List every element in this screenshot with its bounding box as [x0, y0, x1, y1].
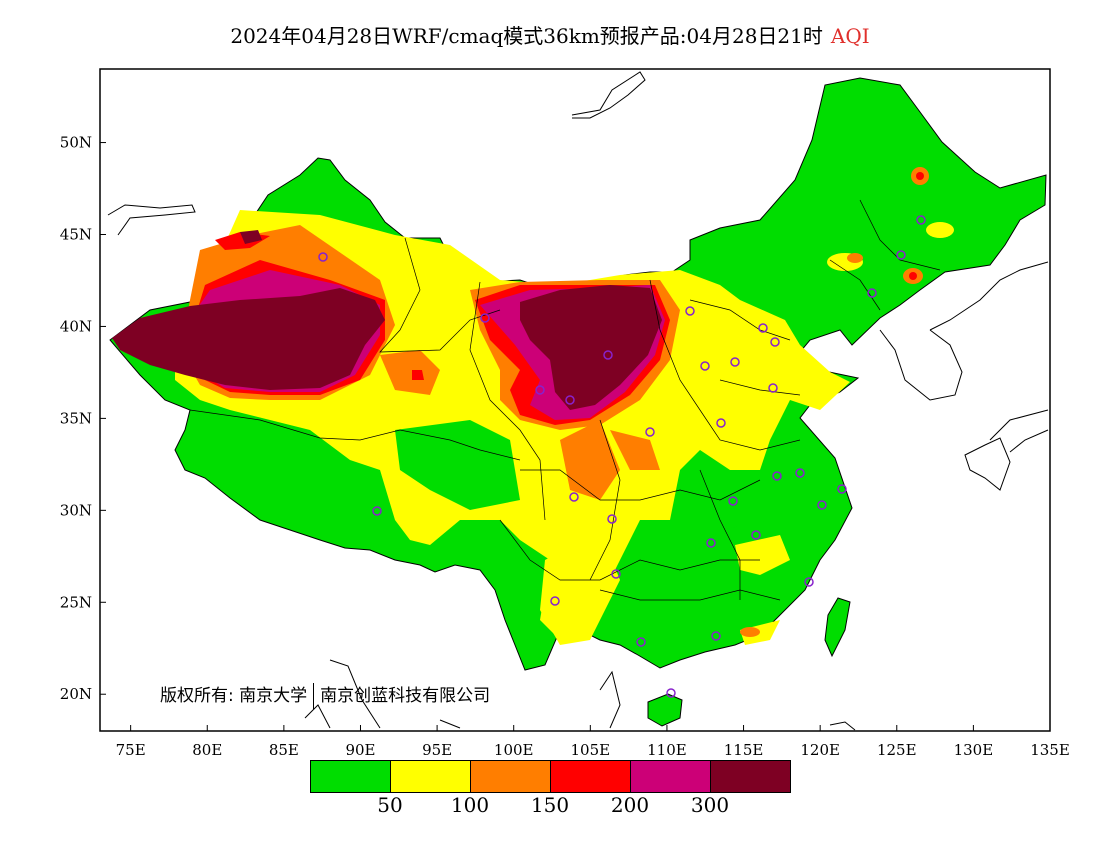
x-tick-label: 95E	[422, 741, 452, 759]
taiwan-island	[824, 597, 851, 658]
y-tick-label: 45N	[60, 226, 92, 244]
copyright-separator	[313, 683, 315, 709]
ne-hotspots	[740, 167, 954, 637]
station-marker	[837, 484, 847, 494]
y-tick-label: 50N	[60, 134, 92, 152]
x-tick-label: 125E	[877, 741, 917, 759]
station-marker	[372, 506, 382, 516]
x-tick-label: 90E	[345, 741, 375, 759]
station-marker	[751, 530, 761, 540]
aqi-zone-maroon	[112, 230, 662, 410]
x-tick-label: 115E	[724, 741, 764, 759]
station-marker	[700, 361, 710, 371]
station-marker	[716, 418, 726, 428]
map-frame	[99, 68, 1051, 732]
station-marker	[480, 313, 490, 323]
station-marker	[795, 468, 805, 478]
aqi-colorbar	[310, 760, 791, 793]
copyright-text: 版权所有: 南京大学 南京创蓝科技有限公司	[160, 681, 490, 709]
colorbar-segment	[551, 761, 631, 792]
copyright-org-nju: 南京大学	[239, 686, 308, 706]
station-marker	[711, 631, 721, 641]
station-marker	[896, 250, 906, 260]
map-area	[107, 71, 1049, 731]
station-marker	[569, 492, 579, 502]
colorbar-segment	[311, 761, 391, 792]
copyright-prefix: 版权所有:	[160, 686, 234, 706]
station-marker	[636, 637, 646, 647]
x-tick-label: 100E	[494, 741, 534, 759]
station-marker	[645, 427, 655, 437]
colorbar-label: 150	[530, 793, 570, 817]
aqi-zone-green-inner	[395, 420, 770, 570]
coastlines	[107, 71, 1049, 731]
station-marker	[804, 577, 814, 587]
copyright-org-company: 南京创蓝科技有限公司	[320, 686, 491, 706]
station-marker	[772, 471, 782, 481]
station-marker	[916, 215, 926, 225]
x-axis: 75E 80E 85E 90E 95E 100E 105E 110E 115E 120E 125E 1…	[116, 725, 1070, 759]
station-marker	[611, 569, 621, 579]
station-marker	[867, 288, 877, 298]
y-tick-label: 20N	[60, 685, 92, 703]
y-tick-label: 25N	[60, 593, 92, 611]
x-tick-label: 110E	[647, 741, 687, 759]
colorbar-segment	[711, 761, 790, 792]
station-markers	[318, 215, 926, 698]
x-tick-label: 80E	[192, 741, 222, 759]
x-tick-label: 135E	[1030, 741, 1070, 759]
station-marker	[730, 357, 740, 367]
map-title: 2024年04月28日WRF/cmaq模式36km预报产品:04月28日21时 A…	[0, 20, 1100, 49]
colorbar-segment	[391, 761, 471, 792]
x-tick-label: 130E	[954, 741, 994, 759]
y-tick-label: 40N	[60, 317, 92, 335]
y-axis: 50N 45N 40N 35N 30N 25N 20N	[60, 134, 106, 703]
colorbar-label: 300	[690, 793, 730, 817]
x-tick-label: 105E	[571, 741, 611, 759]
station-marker	[770, 337, 780, 347]
station-marker	[758, 323, 768, 333]
station-marker	[685, 306, 695, 316]
hainan-island	[647, 693, 683, 727]
station-marker	[550, 596, 560, 606]
title-main: 2024年04月28日WRF/cmaq模式36km预报产品:04月28日21时	[230, 24, 823, 48]
colorbar-label: 200	[610, 793, 650, 817]
y-tick-label: 35N	[60, 409, 92, 427]
x-tick-label: 120E	[800, 741, 840, 759]
colorbar-label: 100	[450, 793, 490, 817]
x-tick-label: 85E	[269, 741, 299, 759]
colorbar-segment	[471, 761, 551, 792]
colorbar-label: 50	[377, 793, 403, 817]
x-tick-label: 75E	[116, 741, 146, 759]
station-marker	[817, 500, 827, 510]
station-marker	[607, 514, 617, 524]
station-marker	[535, 385, 545, 395]
station-marker	[768, 383, 778, 393]
y-tick-label: 30N	[60, 501, 92, 519]
station-marker	[728, 496, 738, 506]
station-marker	[565, 395, 575, 405]
colorbar-segment	[631, 761, 711, 792]
title-variable: AQI	[830, 24, 870, 48]
province-boundaries	[189, 199, 941, 601]
station-marker	[603, 350, 613, 360]
station-marker	[318, 252, 328, 262]
station-marker	[706, 538, 716, 548]
station-marker	[666, 688, 676, 698]
